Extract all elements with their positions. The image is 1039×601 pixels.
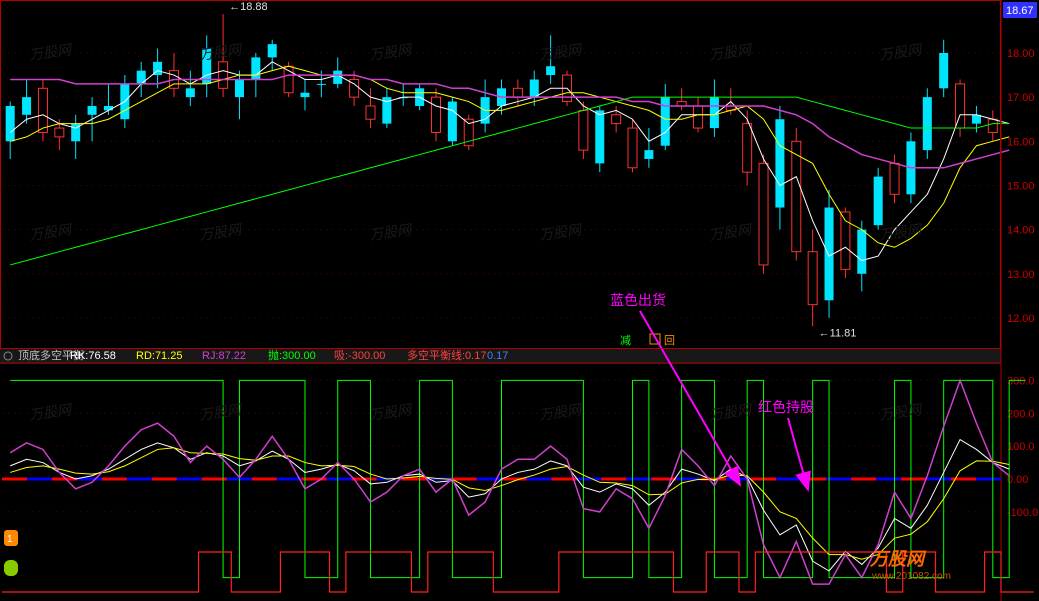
candle-down [628,128,637,168]
candle-down [956,84,965,128]
candle-down [988,119,997,132]
indicator-line-white [10,440,1009,571]
candle-up [300,93,309,97]
indicator-tick: 300.0 [1007,375,1035,387]
current-price-value: 18.67 [1006,5,1034,17]
watermark: 万股网 [538,221,584,243]
watermark: 万股网 [878,41,924,63]
candle-up [546,66,555,75]
price-tick: 17.00 [1007,92,1035,104]
price-tick: 18.00 [1007,48,1035,60]
logo-text: 万股网 [869,549,927,569]
indicator-tick: 0.00 [1007,474,1028,486]
candle-up [923,97,932,150]
candle-up [186,88,195,97]
candle-down [38,88,47,132]
indicator-tick: 200.0 [1007,408,1035,420]
candle-down [366,106,375,119]
indicator-tick: -100.0 [1007,507,1038,519]
candle-down [890,163,899,194]
price-tick: 12.00 [1007,313,1035,325]
candle-up [775,119,784,207]
watermark: 万股网 [28,401,74,423]
candle-up [251,57,260,79]
watermark: 万股网 [538,401,584,423]
watermark: 万股网 [878,401,924,423]
indicator-header-item: 抛:300.00 [268,348,316,362]
watermark: 万股网 [878,221,924,243]
candle-up [22,97,31,115]
annotation-text-1: 红色持股 [758,399,814,415]
ma-line-yellow [10,66,1009,247]
indicator-header-item: 吸:-300.00 [334,350,385,362]
ma-line-magenta [10,75,1009,168]
candle-down [792,141,801,251]
annotation-arrow-0 [640,311,740,485]
indicator-tick: 100.0 [1007,441,1035,453]
chart-root: 12.00 13.00 14.00 15.00 16.00 17.00 18.00 18.67… [0,0,1039,601]
watermark: 万股网 [198,41,244,63]
candle-down [743,124,752,173]
candle-up [235,79,244,97]
candle-up [595,110,604,163]
indicator-header-item: RD:71.25 [136,350,182,362]
price-tick: 16.00 [1007,136,1035,148]
high-label: ←18.88 [229,1,268,13]
indicator-header-item: 多空平衡线:0.17 [407,348,486,362]
candle-down [759,163,768,265]
candle-up [644,150,653,159]
indicator-header-item: RJ:87.22 [202,350,246,362]
price-tick: 13.00 [1007,269,1035,281]
logo-url: www.201082.com [871,571,951,582]
watermark: 万股网 [198,221,244,243]
watermark: 万股网 [538,41,584,63]
svg-text:1: 1 [7,534,13,545]
candle-up [268,44,277,57]
candle-up [88,106,97,115]
watermark: 万股网 [708,221,754,243]
indicator-header-item: 0.17 [487,350,508,362]
candle-down [431,97,440,132]
watermark: 万股网 [708,41,754,63]
candle-up [6,106,15,141]
candle-up [874,177,883,226]
candle-down [612,115,621,124]
annotation-text-0: 蓝色出货 [610,292,666,308]
candle-up [530,79,539,97]
indicator-header-item: RK:76.58 [70,350,116,362]
candle-up [939,53,948,88]
badge-icon-2[interactable] [4,560,18,576]
candle-down [579,110,588,150]
candle-up [317,84,326,85]
candle-down [808,252,817,305]
candle-down [55,128,64,137]
candle-down [513,88,522,97]
reduce-label: 减 [620,334,631,347]
candle-down [694,106,703,128]
candle-down [219,62,228,88]
price-tick: 14.00 [1007,225,1035,237]
watermark: 万股网 [368,221,414,243]
candle-up [857,230,866,274]
watermark: 万股网 [28,41,74,63]
watermark: 万股网 [198,401,244,423]
price-tick: 15.00 [1007,180,1035,192]
watermark: 万股网 [28,221,74,243]
low-label: ←11.81 [819,327,857,339]
back-label: 回 [664,334,675,347]
candle-up [448,102,457,142]
chart-svg[interactable]: 12.00 13.00 14.00 15.00 16.00 17.00 18.00 18.67… [0,0,1039,601]
watermark: 万股网 [368,41,414,63]
watermark: 万股网 [368,401,414,423]
